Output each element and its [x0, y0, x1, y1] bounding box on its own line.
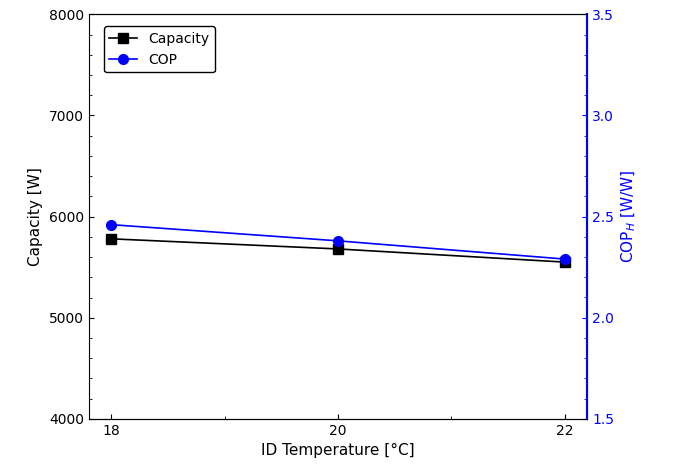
Capacity [334, 246, 342, 252]
COP [561, 256, 569, 262]
Line: COP: COP [107, 220, 570, 264]
COP [107, 222, 115, 228]
Capacity [107, 236, 115, 242]
Y-axis label: COP$_H$ [W/W]: COP$_H$ [W/W] [619, 170, 638, 263]
Legend: Capacity, COP: Capacity, COP [104, 27, 215, 72]
X-axis label: ID Temperature [°C]: ID Temperature [°C] [262, 443, 415, 458]
COP [334, 238, 342, 244]
Y-axis label: Capacity [W]: Capacity [W] [28, 167, 43, 266]
Line: Capacity: Capacity [107, 234, 570, 267]
Capacity [561, 259, 569, 265]
